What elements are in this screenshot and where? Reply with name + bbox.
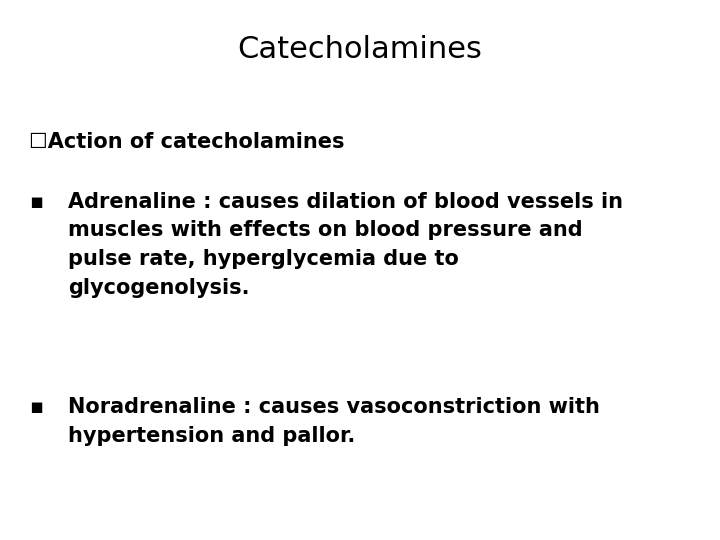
Text: ▪: ▪ <box>29 192 43 212</box>
Text: Catecholamines: Catecholamines <box>238 35 482 64</box>
Text: Adrenaline : causes dilation of blood vessels in
muscles with effects on blood p: Adrenaline : causes dilation of blood ve… <box>68 192 624 298</box>
Text: ▪: ▪ <box>29 397 43 417</box>
Text: Noradrenaline : causes vasoconstriction with
hypertension and pallor.: Noradrenaline : causes vasoconstriction … <box>68 397 600 445</box>
Text: ☐Action of catecholamines: ☐Action of catecholamines <box>29 132 344 152</box>
